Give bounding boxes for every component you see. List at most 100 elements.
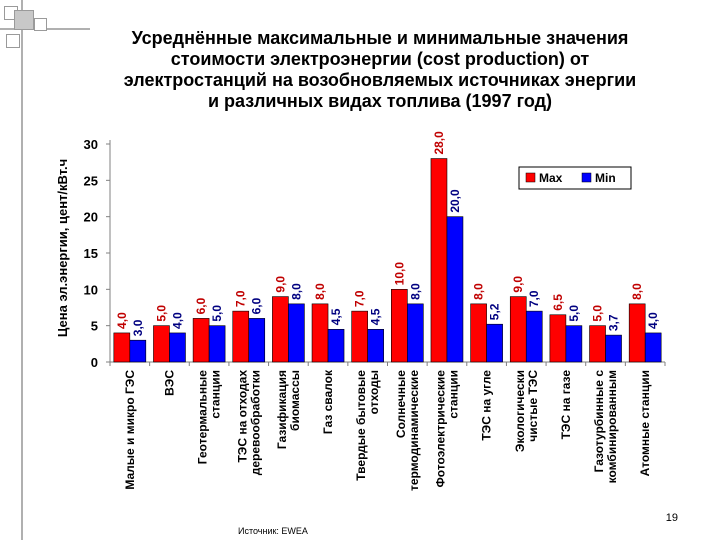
y-tick-label: 30 [84, 137, 98, 152]
data-label-min: 6,0 [250, 297, 264, 314]
bar-max [470, 303, 487, 363]
category-label: Газотурбинные с [592, 370, 606, 473]
source-note: Источник: EWEA [238, 526, 308, 536]
category-label: отходы [367, 370, 381, 414]
category-label: Газ свалок [321, 369, 335, 434]
data-label-min: 8,0 [408, 283, 422, 300]
bar-min [288, 303, 305, 363]
chart-bars [113, 158, 662, 363]
category-label: чистые ТЭС [526, 370, 540, 442]
bar-min [367, 328, 384, 363]
slide-title: Усреднённые максимальные и минимальные з… [80, 28, 680, 112]
y-axis-label-group: Цена эл.энергии, цент/кВт.ч [55, 159, 70, 337]
category-label: Геотермальные [196, 370, 210, 465]
legend-label: Min [595, 171, 616, 185]
legend-swatch [581, 172, 592, 183]
bar-min [525, 310, 543, 363]
bar-min [327, 328, 345, 363]
bar-min [208, 325, 226, 363]
category-label: Экологически [513, 370, 527, 452]
data-label-max: 7,0 [353, 290, 367, 307]
bar-max [113, 332, 131, 363]
category-label: Газификация [275, 370, 289, 449]
data-label-max: 6,0 [194, 297, 208, 314]
bar-min [407, 303, 424, 363]
data-label-min: 3,7 [607, 314, 621, 331]
data-label-max: 6,5 [551, 294, 565, 311]
data-label-min: 5,2 [488, 303, 502, 320]
bar-min [644, 332, 662, 363]
category-label: Малые и микро ГЭС [123, 370, 137, 490]
data-label-min: 4,0 [646, 312, 660, 329]
category-label: станции [209, 370, 223, 419]
bar-min [605, 334, 622, 363]
y-tick-label: 15 [84, 246, 98, 261]
bar-min [169, 332, 186, 363]
data-label-min: 5,0 [210, 305, 224, 322]
data-label-max: 10,0 [392, 262, 406, 286]
data-label-min: 4,5 [369, 308, 383, 325]
data-label-min: 8,0 [289, 283, 303, 300]
data-label-max: 28,0 [432, 131, 446, 155]
decor-square [34, 18, 47, 31]
data-label-max: 9,0 [273, 276, 287, 293]
bar-max [391, 289, 408, 363]
slide-title-line: электростанций на возобновляемых источни… [123, 70, 637, 90]
y-axis-label: Цена эл.энергии, цент/кВт.ч [55, 159, 70, 337]
data-label-max: 8,0 [630, 283, 644, 300]
category-label: станции [446, 370, 460, 419]
y-tick-label: 20 [84, 210, 98, 225]
data-label-max: 5,0 [591, 305, 605, 322]
data-label-min: 7,0 [527, 290, 541, 307]
category-label: ТЭС на газе [559, 370, 573, 440]
category-label: Солнечные [394, 370, 408, 438]
decor-vertical-line [21, 0, 23, 540]
category-label: термодинамические [407, 370, 421, 491]
bar-max [311, 303, 329, 363]
slide-title-line: стоимости электроэнергии (cost productio… [170, 49, 590, 69]
data-label-max: 8,0 [313, 283, 327, 300]
category-label: комбинированным [605, 370, 619, 483]
chart-category-labels: Малые и микро ГЭС ВЭС Геотермальные станции… [123, 369, 652, 491]
bar-max [628, 303, 646, 363]
slide-title-line: и различных видах топлива (1997 год) [207, 91, 553, 111]
data-label-min: 3,0 [131, 319, 145, 336]
y-tick-label: 25 [84, 173, 98, 188]
category-label: ТЭС на отходах [235, 370, 249, 463]
bar-min [565, 325, 583, 363]
data-label-min: 4,5 [329, 308, 343, 325]
legend-swatch [525, 172, 536, 183]
y-tick-label: 10 [84, 282, 98, 297]
category-label: Атомные станции [638, 370, 652, 476]
decor-square [14, 10, 34, 30]
category-label: Твердые бытовые [354, 370, 368, 481]
slide-title-line: Усреднённые максимальные и минимальные з… [131, 28, 629, 48]
data-label-max: 5,0 [154, 305, 168, 322]
bar-max [153, 325, 170, 363]
chart-value-labels: 4,0 5,0 6,0 7,09,0 8,0 7,010,028,08,0 9,06,55,… [115, 131, 660, 336]
bar-max [272, 296, 289, 363]
bar-max [351, 310, 368, 363]
decor-square [6, 34, 20, 48]
data-label-min: 4,0 [170, 312, 184, 329]
page-number: 19 [665, 512, 678, 524]
data-label-max: 9,0 [511, 276, 525, 293]
bar-max [192, 318, 210, 363]
bar-min [446, 216, 464, 363]
bar-max [589, 325, 606, 363]
bar-max [549, 314, 567, 363]
bar-min [248, 318, 266, 363]
category-label: деревообработки [248, 370, 262, 475]
data-label-max: 7,0 [234, 290, 248, 307]
legend-label: Max [539, 171, 563, 185]
bar-min [129, 339, 147, 363]
category-label: Фотоэлектрические [433, 370, 447, 488]
bar-max [509, 296, 527, 363]
y-tick-label: 5 [91, 319, 98, 334]
data-label-min: 5,0 [567, 305, 581, 322]
y-tick-label: 0 [91, 355, 98, 370]
category-label: биомассы [288, 370, 302, 431]
data-label-min: 20,0 [448, 189, 462, 213]
data-label-max: 4,0 [115, 312, 129, 329]
